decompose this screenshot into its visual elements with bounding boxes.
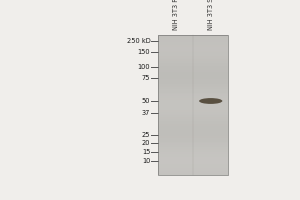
Bar xyxy=(158,103,228,105)
Bar xyxy=(158,86,228,87)
Bar xyxy=(158,150,228,152)
Bar xyxy=(158,129,228,131)
Bar xyxy=(158,84,228,86)
Bar xyxy=(158,119,228,121)
Bar xyxy=(158,91,228,93)
Bar xyxy=(158,40,228,42)
Bar xyxy=(158,66,228,68)
Bar xyxy=(158,59,228,61)
Bar xyxy=(158,166,228,168)
Bar xyxy=(158,173,228,175)
Text: 37: 37 xyxy=(142,110,150,116)
Bar xyxy=(158,152,228,154)
Bar xyxy=(158,75,228,77)
Bar xyxy=(158,115,228,117)
Bar xyxy=(158,161,228,163)
Bar xyxy=(158,156,228,157)
Bar xyxy=(158,70,228,72)
Bar xyxy=(158,147,228,149)
Bar xyxy=(158,82,228,84)
Bar xyxy=(158,77,228,79)
Bar xyxy=(158,122,228,124)
Bar xyxy=(158,117,228,119)
Bar xyxy=(158,80,228,82)
Bar xyxy=(158,72,228,73)
Bar xyxy=(158,87,228,89)
Bar xyxy=(158,142,228,143)
Text: NIH 3T3 Spi2A: NIH 3T3 Spi2A xyxy=(208,0,214,30)
Bar xyxy=(158,100,228,101)
Bar xyxy=(158,63,228,65)
Bar xyxy=(158,35,228,175)
Bar xyxy=(158,171,228,173)
Bar xyxy=(158,101,228,103)
Bar xyxy=(158,138,228,140)
Text: NIH 3T3 Rel3: NIH 3T3 Rel3 xyxy=(173,0,179,30)
Bar xyxy=(158,58,228,59)
Bar xyxy=(158,157,228,159)
Bar xyxy=(158,170,228,171)
Bar xyxy=(158,47,228,49)
Bar xyxy=(158,149,228,150)
Text: 10: 10 xyxy=(142,158,150,164)
Bar xyxy=(158,136,228,138)
Bar xyxy=(158,79,228,80)
Bar xyxy=(158,145,228,147)
Bar xyxy=(158,154,228,156)
Bar xyxy=(158,96,228,98)
Bar xyxy=(158,98,228,100)
Bar xyxy=(158,56,228,58)
Bar xyxy=(158,108,228,110)
Bar xyxy=(158,93,228,94)
Bar xyxy=(158,105,228,107)
Bar xyxy=(158,35,228,37)
Bar xyxy=(158,114,228,115)
Bar xyxy=(158,159,228,161)
Bar xyxy=(158,44,228,45)
Bar xyxy=(158,140,228,142)
Bar xyxy=(158,45,228,47)
Bar xyxy=(158,38,228,40)
Bar xyxy=(158,61,228,63)
Text: 75: 75 xyxy=(142,75,150,81)
Bar xyxy=(158,51,228,52)
Bar xyxy=(158,163,228,164)
Bar xyxy=(158,89,228,91)
Bar xyxy=(158,131,228,133)
Text: 150: 150 xyxy=(138,49,150,55)
Bar xyxy=(158,52,228,54)
Bar xyxy=(158,164,228,166)
Bar xyxy=(158,168,228,170)
Text: 15: 15 xyxy=(142,149,150,155)
Bar xyxy=(158,121,228,122)
Bar xyxy=(158,135,228,136)
Text: 250 kD: 250 kD xyxy=(127,38,150,44)
Bar xyxy=(158,68,228,70)
Bar xyxy=(158,73,228,75)
Bar xyxy=(158,126,228,128)
Text: 50: 50 xyxy=(142,98,150,104)
Text: 100: 100 xyxy=(138,64,150,70)
Bar xyxy=(158,110,228,112)
Bar xyxy=(158,143,228,145)
Bar xyxy=(158,65,228,66)
Bar xyxy=(158,54,228,56)
Text: 20: 20 xyxy=(142,140,150,146)
Bar xyxy=(158,42,228,44)
Bar xyxy=(158,94,228,96)
Bar xyxy=(158,107,228,108)
Bar xyxy=(158,133,228,135)
Bar xyxy=(158,49,228,51)
Bar xyxy=(158,124,228,126)
Bar xyxy=(158,37,228,38)
Text: 25: 25 xyxy=(142,132,150,138)
Ellipse shape xyxy=(199,98,222,104)
Bar xyxy=(158,112,228,114)
Bar xyxy=(158,128,228,129)
